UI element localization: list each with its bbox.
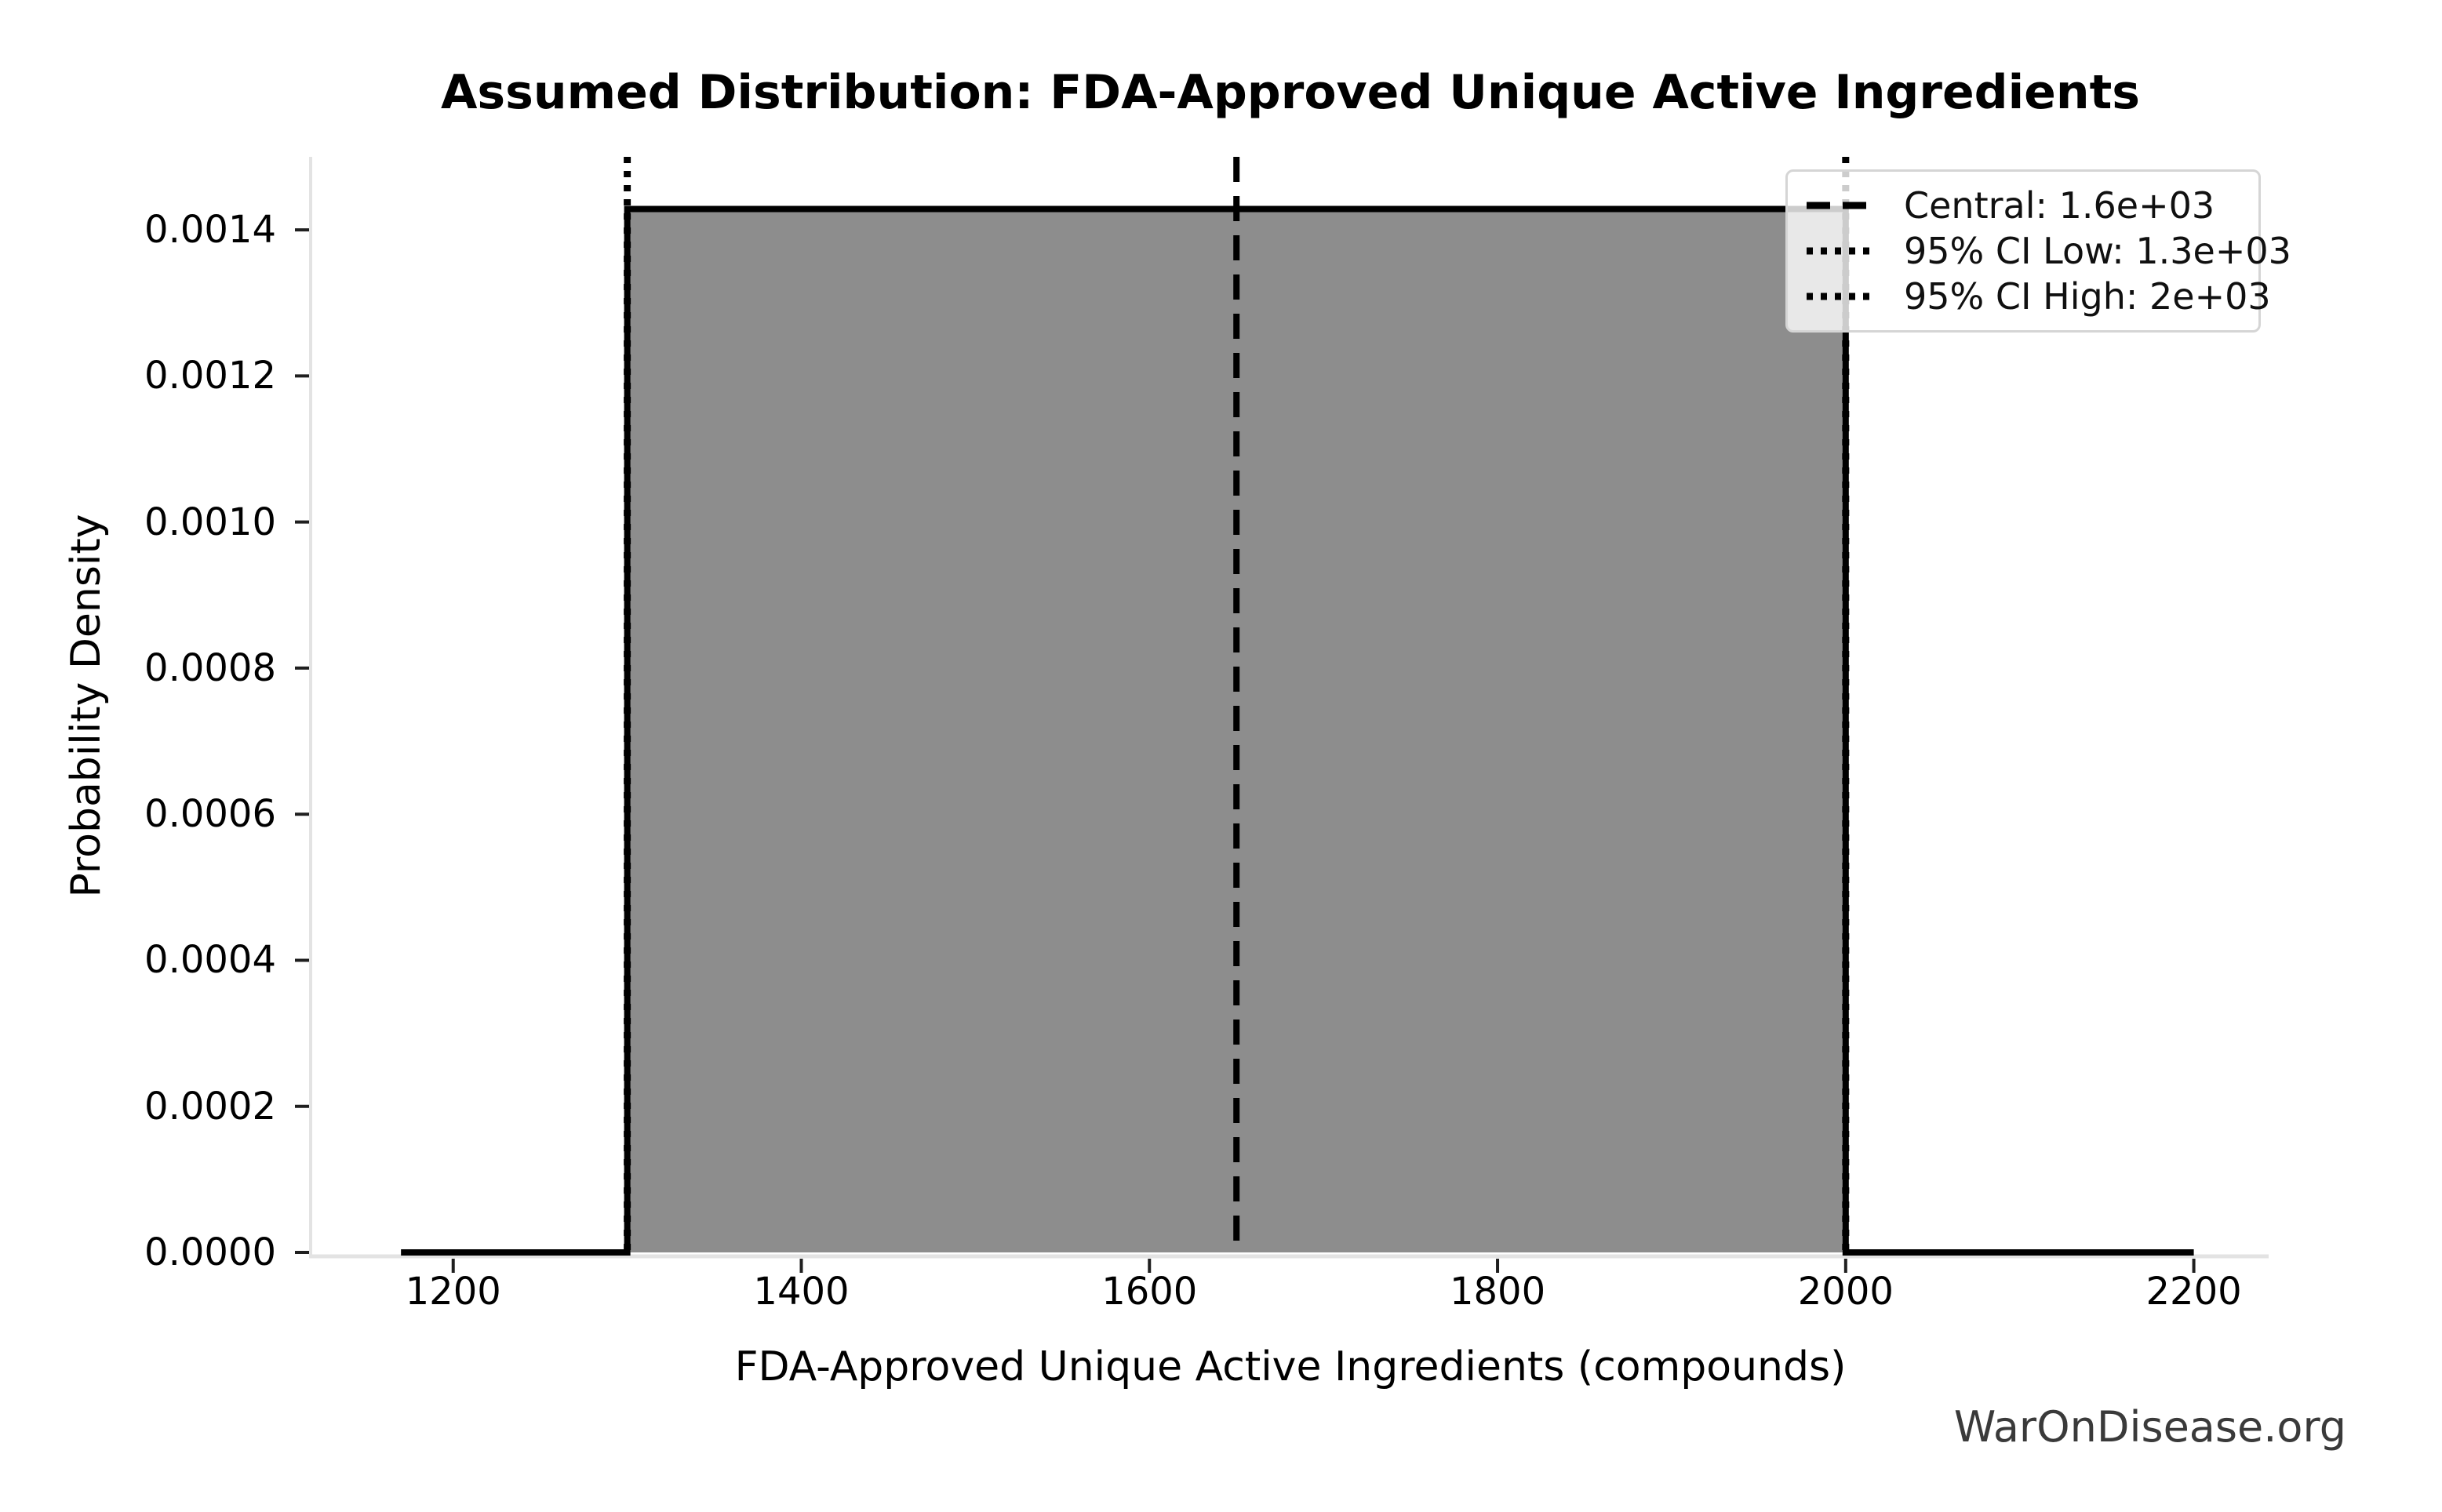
y-tick-label: 0.0014 bbox=[144, 208, 276, 253]
legend-item: 95% CI High: 2e+03 bbox=[1805, 277, 2271, 317]
y-tick-label: 0.0000 bbox=[144, 1230, 276, 1274]
y-tick-label: 0.0008 bbox=[144, 645, 276, 690]
x-axis-title: FDA-Approved Unique Active Ingredients (… bbox=[734, 1343, 1847, 1390]
legend-item: Central: 1.6e+03 bbox=[1805, 186, 2244, 226]
y-tick-label: 0.0004 bbox=[144, 938, 276, 983]
watermark: WarOnDisease.org bbox=[1953, 1402, 2346, 1452]
y-tick-label: 0.0012 bbox=[144, 354, 276, 398]
x-tick-label: 2200 bbox=[2145, 1270, 2242, 1314]
x-tick-label: 1800 bbox=[1449, 1270, 1546, 1314]
dotted-line-icon bbox=[1807, 293, 1877, 300]
legend: Central: 1.6e+03 95% CI Low: 1.3e+03 95% C… bbox=[1785, 169, 2291, 333]
legend-label: 95% CI High: 2e+03 bbox=[1904, 274, 2271, 318]
y-tick-label: 0.0006 bbox=[144, 792, 276, 837]
dashed-line-icon bbox=[1807, 202, 1877, 209]
chart-title: Assumed Distribution: FDA-Approved Uniqu… bbox=[441, 65, 2140, 120]
x-tick-label: 1600 bbox=[1101, 1270, 1198, 1314]
dotted-line-icon bbox=[1807, 247, 1877, 255]
x-tick-label: 1200 bbox=[405, 1270, 501, 1314]
pdf-curve bbox=[401, 205, 2194, 1256]
y-tick-label: 0.0010 bbox=[144, 500, 276, 544]
y-tick-label: 0.0002 bbox=[144, 1084, 276, 1129]
x-tick-label: 2000 bbox=[1797, 1270, 1894, 1314]
legend-label: Central: 1.6e+03 bbox=[1904, 184, 2215, 227]
x-tick-label: 1400 bbox=[753, 1270, 850, 1314]
legend-label: 95% CI Low: 1.3e+03 bbox=[1904, 229, 2291, 272]
legend-item: 95% CI Low: 1.3e+03 bbox=[1805, 231, 2291, 271]
